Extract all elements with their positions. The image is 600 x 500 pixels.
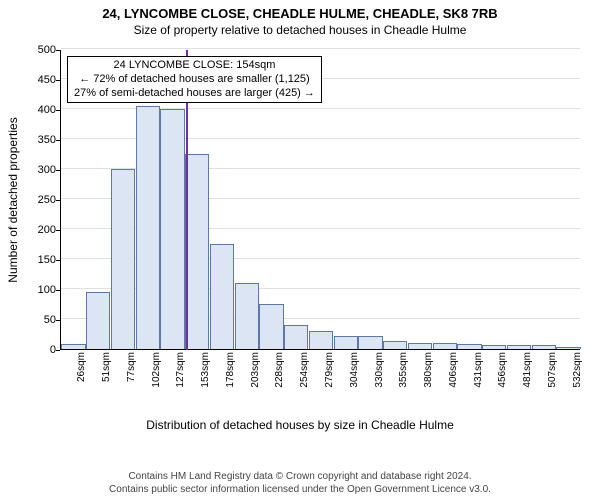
y-tick-label: 350 [6, 134, 56, 146]
title-line2: Size of property relative to detached ho… [0, 23, 600, 37]
histogram-bar [309, 331, 333, 349]
annotation-line: 27% of semi-detached houses are larger (… [74, 87, 315, 101]
histogram-bar [334, 336, 358, 349]
histogram-bar [111, 169, 135, 349]
x-tick-label: 178sqm [225, 352, 236, 388]
histogram-bar [235, 283, 259, 349]
histogram-bar [507, 345, 531, 349]
annotation-line: ← 72% of detached houses are smaller (1,… [74, 73, 315, 87]
histogram-bar [408, 343, 432, 349]
x-tick-label: 51sqm [101, 352, 112, 382]
x-tick-label: 406sqm [448, 352, 459, 388]
x-tick-label: 77sqm [126, 352, 137, 382]
footer-line2: Contains public sector information licen… [0, 483, 600, 496]
x-tick-label: 26sqm [76, 352, 87, 382]
x-tick-label: 481sqm [522, 352, 533, 388]
x-tick-label: 431sqm [473, 352, 484, 388]
chart-title-block: 24, LYNCOMBE CLOSE, CHEADLE HULME, CHEAD… [0, 0, 600, 37]
histogram-bar [457, 344, 481, 349]
footer-line1: Contains HM Land Registry data © Crown c… [0, 470, 600, 483]
y-tick-label: 150 [6, 254, 56, 266]
histogram-bar [86, 292, 110, 349]
y-tick-label: 50 [6, 314, 56, 326]
y-tick-label: 0 [6, 344, 56, 356]
plot-area: 24 LYNCOMBE CLOSE: 154sqm← 72% of detach… [60, 50, 580, 350]
x-tick-label: 507sqm [547, 352, 558, 388]
x-tick-label: 127sqm [175, 352, 186, 388]
x-tick-label: 456sqm [497, 352, 508, 388]
histogram-bar [284, 325, 308, 349]
x-tick-label: 153sqm [200, 352, 211, 388]
histogram-bar [259, 304, 283, 349]
histogram-bar [532, 345, 556, 349]
y-tick-label: 500 [6, 44, 56, 56]
histogram-bar [556, 347, 580, 349]
y-tick-label: 100 [6, 284, 56, 296]
footer-attribution: Contains HM Land Registry data © Crown c… [0, 470, 600, 496]
histogram-bar [383, 341, 407, 349]
x-tick-label: 355sqm [398, 352, 409, 388]
x-tick-label: 330sqm [374, 352, 385, 388]
histogram-bar [61, 344, 85, 349]
title-line1: 24, LYNCOMBE CLOSE, CHEADLE HULME, CHEAD… [0, 6, 600, 21]
x-tick-label: 380sqm [423, 352, 434, 388]
histogram-bar [136, 106, 160, 349]
x-tick-label: 254sqm [299, 352, 310, 388]
x-axis-label: Distribution of detached houses by size … [0, 418, 600, 432]
y-tick-label: 250 [6, 194, 56, 206]
y-tick-label: 200 [6, 224, 56, 236]
histogram-bar [482, 345, 506, 349]
y-tick-label: 300 [6, 164, 56, 176]
chart: Number of detached properties 24 LYNCOMB… [0, 40, 600, 420]
annotation-box: 24 LYNCOMBE CLOSE: 154sqm← 72% of detach… [67, 56, 322, 103]
x-tick-label: 102sqm [151, 352, 162, 388]
histogram-bar [210, 244, 234, 349]
x-tick-label: 532sqm [572, 352, 583, 388]
annotation-line: 24 LYNCOMBE CLOSE: 154sqm [74, 59, 315, 73]
y-tick-label: 450 [6, 74, 56, 86]
histogram-bar [433, 343, 457, 349]
x-tick-label: 203sqm [250, 352, 261, 388]
histogram-bar [358, 336, 382, 349]
x-tick-label: 228sqm [274, 352, 285, 388]
histogram-bar [160, 109, 184, 349]
histogram-bar [185, 154, 209, 349]
x-tick-label: 279sqm [324, 352, 335, 388]
y-tick-label: 400 [6, 104, 56, 116]
x-tick-label: 304sqm [349, 352, 360, 388]
